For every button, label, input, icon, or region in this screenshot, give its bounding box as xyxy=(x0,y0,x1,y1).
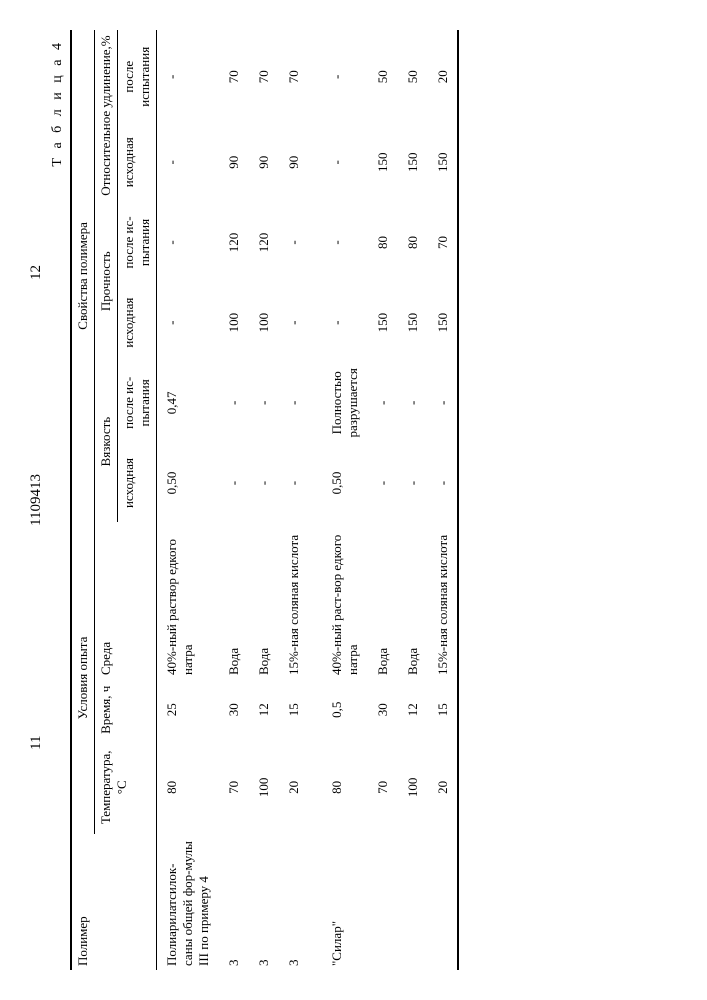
h-str-a: после ис-пытания xyxy=(118,201,157,284)
h-properties: Свойства полимера xyxy=(71,30,95,522)
time: 30 xyxy=(219,679,249,741)
temp: 20 xyxy=(428,741,458,834)
visc-i: - xyxy=(368,444,398,522)
visc-i: - xyxy=(219,444,249,522)
polymer-sub xyxy=(368,834,398,970)
visc-a: - xyxy=(398,361,428,444)
medium: Вода xyxy=(249,522,279,679)
str-i: - xyxy=(157,284,220,362)
el-a: - xyxy=(309,30,368,124)
str-a: 120 xyxy=(219,201,249,284)
polymer-name: "Силар" xyxy=(309,834,368,970)
medium: Вода xyxy=(368,522,398,679)
visc-a: - xyxy=(249,361,279,444)
el-a: 70 xyxy=(249,30,279,124)
el-i: 90 xyxy=(219,124,249,202)
h-el-i: исходная xyxy=(118,124,157,202)
medium: 15%-ная соляная кислота xyxy=(428,522,458,679)
temp: 80 xyxy=(309,741,368,834)
visc-i: 0,50 xyxy=(157,444,220,522)
str-a: 80 xyxy=(398,201,428,284)
time: 30 xyxy=(368,679,398,741)
el-a: - xyxy=(157,30,220,124)
temp: 70 xyxy=(219,741,249,834)
str-a: 120 xyxy=(249,201,279,284)
h-visc-i: исходная xyxy=(118,444,157,522)
h-elong: Относительное удлинение,% xyxy=(95,30,118,201)
medium: Вода xyxy=(398,522,428,679)
visc-a: - xyxy=(428,361,458,444)
medium: 15%-ная соляная кислота xyxy=(279,522,309,679)
str-i: 100 xyxy=(219,284,249,362)
destroyed: Полностью разрушается xyxy=(309,361,368,444)
polymer-name: Полиарилатсилок-саны общей фор-мулы III … xyxy=(157,834,220,970)
el-i: 90 xyxy=(279,124,309,202)
visc-a: - xyxy=(219,361,249,444)
h-temp: Температура, °С xyxy=(95,741,157,834)
time: 0,5 xyxy=(309,679,368,741)
el-i: 90 xyxy=(249,124,279,202)
h-medium: Среда xyxy=(95,522,157,679)
el-i: 150 xyxy=(428,124,458,202)
temp: 80 xyxy=(157,741,220,834)
str-i: 150 xyxy=(428,284,458,362)
el-a: 70 xyxy=(219,30,249,124)
medium: Вода xyxy=(219,522,249,679)
str-i: - xyxy=(279,284,309,362)
el-a: 20 xyxy=(428,30,458,124)
visc-a: 0,47 xyxy=(157,361,220,444)
doc-id: 1109413 xyxy=(28,0,45,1000)
temp: 70 xyxy=(368,741,398,834)
h-time: Время, ч xyxy=(95,679,157,741)
str-a: - xyxy=(309,201,368,284)
visc-i: - xyxy=(249,444,279,522)
visc-a: - xyxy=(368,361,398,444)
str-i: - xyxy=(309,284,368,362)
str-i: 150 xyxy=(398,284,428,362)
polymer-sub: 3 xyxy=(219,834,249,970)
str-a: - xyxy=(157,201,220,284)
time: 25 xyxy=(157,679,220,741)
medium: 40%-ный раст-вор едкого натра xyxy=(309,522,368,679)
el-i: - xyxy=(309,124,368,202)
h-visc-a: после ис-пытания xyxy=(118,361,157,444)
h-str-i: исходная xyxy=(118,284,157,362)
visc-i: - xyxy=(428,444,458,522)
visc-i: - xyxy=(279,444,309,522)
polymer-sub: 3 xyxy=(249,834,279,970)
page-right: 12 xyxy=(28,265,45,280)
polymer-sub xyxy=(428,834,458,970)
time: 15 xyxy=(428,679,458,741)
el-i: 150 xyxy=(368,124,398,202)
h-conditions: Условия опыта xyxy=(71,522,95,834)
time: 15 xyxy=(279,679,309,741)
el-a: 50 xyxy=(368,30,398,124)
temp: 20 xyxy=(279,741,309,834)
time: 12 xyxy=(249,679,279,741)
polymer-sub: 3 xyxy=(279,834,309,970)
h-el-a: после испытания xyxy=(118,30,157,124)
temp: 100 xyxy=(249,741,279,834)
data-table: Полимер Условия опыта Свойства полимера … xyxy=(70,30,459,970)
str-a: 70 xyxy=(428,201,458,284)
visc-a: - xyxy=(279,361,309,444)
table-label: Т а б л и ц а 4 xyxy=(50,40,66,167)
polymer-sub xyxy=(398,834,428,970)
temp: 100 xyxy=(398,741,428,834)
str-i: 100 xyxy=(249,284,279,362)
visc-i: 0,50 xyxy=(309,444,368,522)
visc-i: - xyxy=(398,444,428,522)
str-a: - xyxy=(279,201,309,284)
time: 12 xyxy=(398,679,428,741)
str-a: 80 xyxy=(368,201,398,284)
h-polymer: Полимер xyxy=(71,834,157,970)
str-i: 150 xyxy=(368,284,398,362)
el-a: 50 xyxy=(398,30,428,124)
el-i: 150 xyxy=(398,124,428,202)
el-a: 70 xyxy=(279,30,309,124)
h-strength: Прочность xyxy=(95,201,118,361)
el-i: - xyxy=(157,124,220,202)
h-visc: Вязкость xyxy=(95,361,118,521)
medium: 40%-ный раствор едкого натра xyxy=(157,522,220,679)
